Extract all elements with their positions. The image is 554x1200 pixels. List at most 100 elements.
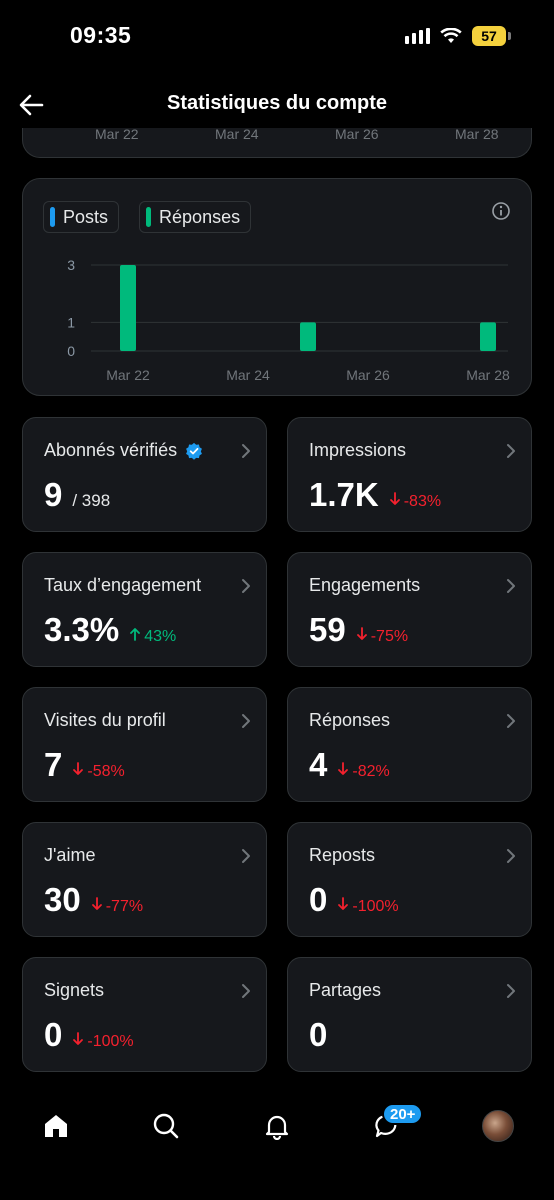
stat-label: Abonnés vérifiés <box>44 440 203 461</box>
chevron-right-icon <box>507 984 515 998</box>
messages-badge: 20+ <box>382 1103 424 1125</box>
back-arrow-icon[interactable] <box>16 90 46 120</box>
stat-value: 7 <box>44 746 63 783</box>
stat-delta: 43% <box>129 627 176 646</box>
stat-value-row: 4 -82% <box>309 746 390 784</box>
legend-label: Posts <box>63 206 109 227</box>
stat-value-row: 0 -100% <box>309 881 399 919</box>
stat-label: J'aime <box>44 845 95 866</box>
stat-delta-value: -75% <box>370 628 409 645</box>
legend-swatch-posts <box>50 207 55 227</box>
stat-card[interactable]: J'aime 30 -77% <box>22 822 267 937</box>
stat-card[interactable]: Signets 0 -100% <box>22 957 267 1072</box>
x-tick-label: Mar 22 <box>106 367 150 383</box>
stat-delta-value: -77% <box>105 898 144 915</box>
tab-search[interactable] <box>136 1106 196 1146</box>
stat-value-row: 30 -77% <box>44 881 143 919</box>
stat-sub: / 398 <box>72 491 111 510</box>
battery-icon: 57 <box>472 26 511 46</box>
arrow-down-icon <box>338 762 349 775</box>
stat-card[interactable]: Réponses 4 -82% <box>287 687 532 802</box>
stat-value: 30 <box>44 881 81 918</box>
stat-value-row: 0 -100% <box>44 1016 134 1054</box>
tab-notifications[interactable] <box>247 1106 307 1146</box>
stat-value-row: 7 -58% <box>44 746 125 784</box>
status-bar: 09:35 57 <box>0 0 554 70</box>
stat-label-text: Impressions <box>309 440 407 460</box>
stat-label: Taux d’engagement <box>44 575 201 596</box>
stat-value: 0 <box>309 1016 328 1053</box>
status-time: 09:35 <box>70 22 132 48</box>
previous-chart-x-label: Mar 26 <box>335 126 379 142</box>
stat-delta-value: 43% <box>144 628 177 645</box>
stat-label-text: Partages <box>309 980 382 1000</box>
stat-card[interactable]: Taux d’engagement 3.3% 43% <box>22 552 267 667</box>
chevron-right-icon <box>242 714 250 728</box>
y-tick-label: 3 <box>67 257 75 273</box>
tab-profile[interactable] <box>468 1106 528 1146</box>
bar-replies[interactable] <box>120 265 136 351</box>
chevron-right-icon <box>242 849 250 863</box>
stat-label: Partages <box>309 980 381 1001</box>
page-title: Statistiques du compte <box>166 92 388 114</box>
y-tick-label: 1 <box>67 314 75 330</box>
stat-label: Reposts <box>309 845 375 866</box>
y-tick-label: 0 <box>67 343 75 359</box>
stat-label: Réponses <box>309 710 390 731</box>
stat-label-text: Réponses <box>309 710 391 730</box>
stat-card[interactable]: Impressions 1.7K -83% <box>287 417 532 532</box>
previous-chart-x-label: Mar 24 <box>215 126 259 142</box>
stat-label: Engagements <box>309 575 420 596</box>
arrow-up-icon <box>130 628 141 641</box>
stat-label-text: Signets <box>44 980 105 1000</box>
stat-delta-value: -83% <box>403 493 442 510</box>
info-icon[interactable] <box>491 201 511 221</box>
chevron-right-icon <box>507 444 515 458</box>
previous-chart-x-label: Mar 22 <box>95 126 139 142</box>
stat-value: 0 <box>309 881 328 918</box>
stat-label-text: Abonnés vérifiés <box>44 440 178 460</box>
arrow-down-icon <box>91 897 102 910</box>
arrow-down-icon <box>338 897 349 910</box>
stat-label-text: Reposts <box>309 845 376 865</box>
tab-home[interactable] <box>26 1106 86 1146</box>
stat-label-text: Engagements <box>309 575 421 595</box>
x-tick-label: Mar 28 <box>466 367 510 383</box>
activity-chart-card: Posts Réponses 0 1 3 Mar 22 Mar 24 Mar 26 Mar … <box>22 178 532 396</box>
legend-replies[interactable]: Réponses <box>139 201 252 233</box>
stat-card[interactable]: Engagements 59 -75% <box>287 552 532 667</box>
bar-replies[interactable] <box>480 322 496 351</box>
home-icon <box>45 1115 67 1137</box>
stat-value-row: 59 -75% <box>309 611 408 649</box>
battery-level: 57 <box>481 28 497 44</box>
stat-card[interactable]: Reposts 0 -100% <box>287 822 532 937</box>
chevron-right-icon <box>242 444 250 458</box>
stat-delta: -100% <box>72 1032 134 1051</box>
stat-card[interactable]: Abonnés vérifiés 9 / 398 <box>22 417 267 532</box>
chevron-right-icon <box>507 714 515 728</box>
chart-legend: Posts Réponses <box>43 201 252 233</box>
status-icons: 57 <box>405 26 511 46</box>
legend-posts[interactable]: Posts <box>43 201 120 233</box>
stat-delta-value: -100% <box>352 898 399 915</box>
chevron-right-icon <box>507 849 515 863</box>
stat-delta: -100% <box>337 897 399 916</box>
chevron-right-icon <box>242 984 250 998</box>
stat-delta-value: -82% <box>352 763 390 780</box>
stat-delta: -77% <box>91 897 143 916</box>
stat-label-text: J'aime <box>44 845 96 865</box>
stat-delta-value: -100% <box>87 1033 134 1050</box>
bar-replies[interactable] <box>300 322 316 351</box>
header: Statistiques du compte <box>0 80 554 130</box>
stat-label: Signets <box>44 980 104 1001</box>
stat-value: 1.7K <box>309 476 379 513</box>
stat-card[interactable]: Partages 0 <box>287 957 532 1072</box>
stat-value-row: 9 / 398 <box>44 476 110 514</box>
stat-value-row: 0 <box>309 1016 327 1054</box>
verified-badge-icon <box>186 442 202 460</box>
stat-card[interactable]: Visites du profil 7 -58% <box>22 687 267 802</box>
stat-label: Impressions <box>309 440 406 461</box>
legend-label: Réponses <box>159 206 241 227</box>
arrow-down-icon <box>389 492 400 505</box>
arrow-down-icon <box>73 762 84 775</box>
